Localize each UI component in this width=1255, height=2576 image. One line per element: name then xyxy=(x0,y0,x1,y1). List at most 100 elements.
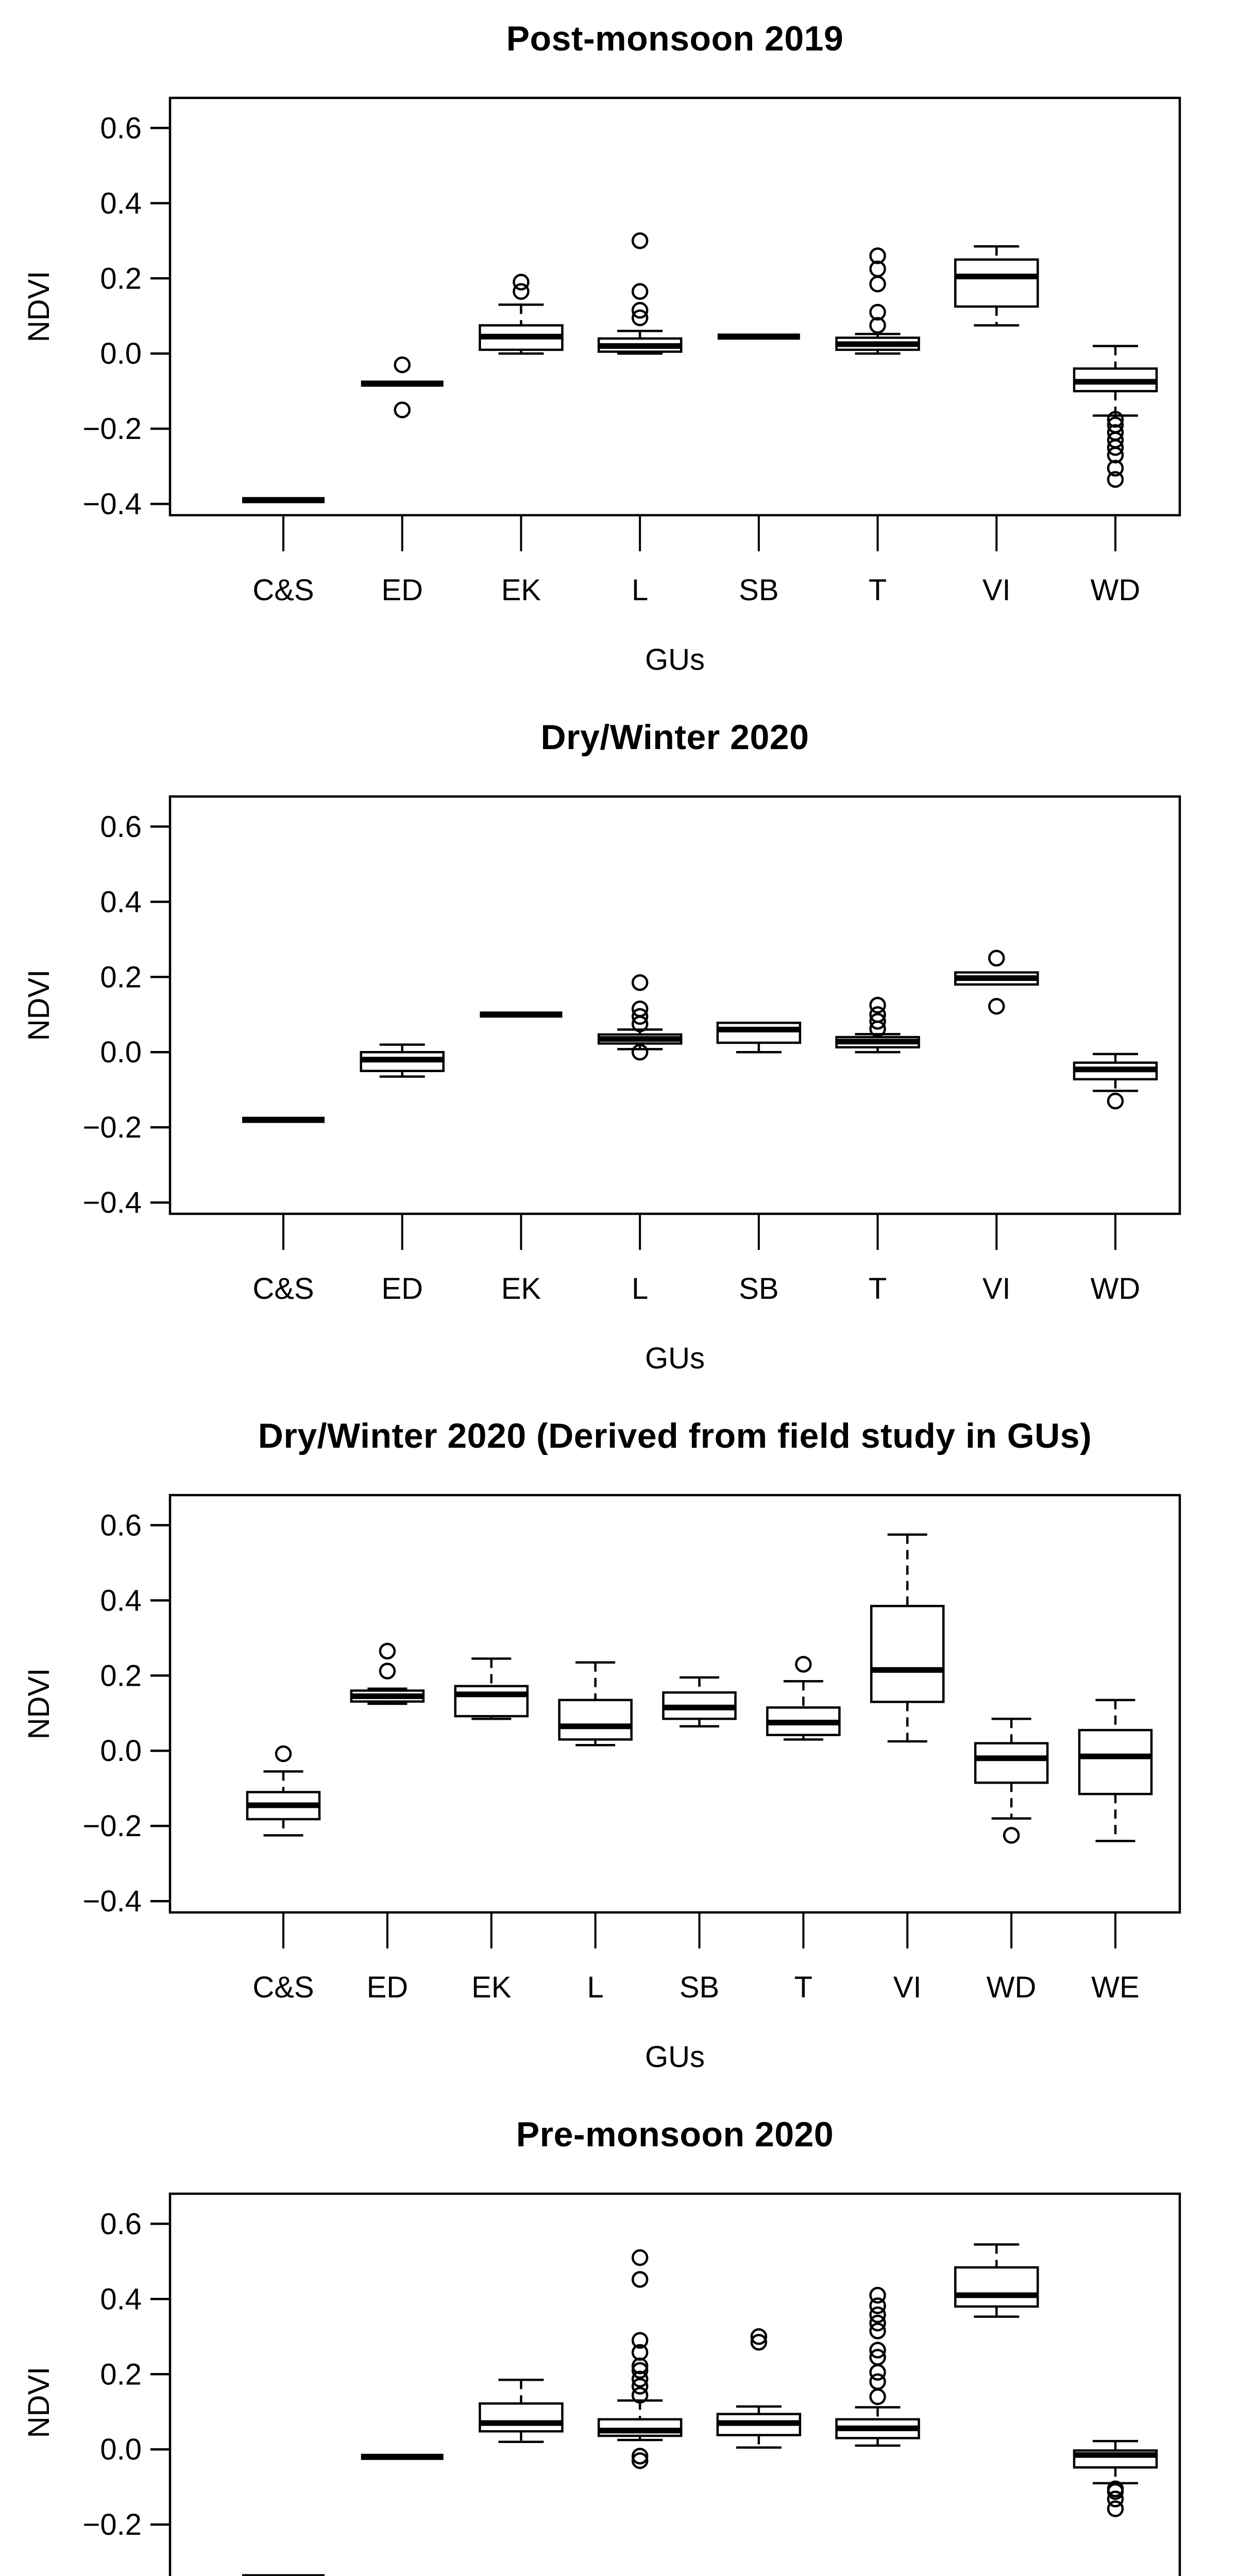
box-l xyxy=(597,974,683,1061)
outlier-point xyxy=(631,1043,649,1061)
panel-post-monsoon-2019: Post-monsoon 2019 0.6 0.4 0.2 0.0 −0.2 −0.4 ND… xyxy=(0,0,1255,699)
outlier-point xyxy=(1107,439,1124,456)
box-wd xyxy=(1073,345,1158,488)
x-axis-label: GUs xyxy=(645,2040,705,2074)
y-axis-label: NDVI xyxy=(22,970,56,1041)
box-wd xyxy=(974,1717,1049,1844)
outlier-point xyxy=(869,2388,886,2405)
y-tick-label: 0.6 xyxy=(100,810,142,843)
outlier-point xyxy=(869,996,886,1014)
outlier-point xyxy=(275,1745,292,1762)
y-tick-label: −0.4 xyxy=(83,1885,142,1918)
x-tick-label: T xyxy=(869,573,887,607)
box-vi xyxy=(954,245,1039,327)
box-cs xyxy=(246,1745,321,1837)
box-ed xyxy=(350,1642,425,1705)
outlier-point xyxy=(631,1015,649,1032)
box-sb xyxy=(662,1676,737,1728)
x-tick-label: T xyxy=(869,1272,887,1306)
y-tick-label: 0.2 xyxy=(100,2358,142,2391)
outlier-point xyxy=(513,274,530,291)
y-tick-label: 0.4 xyxy=(100,885,142,919)
box-t xyxy=(835,2286,920,2447)
box-sb xyxy=(716,2328,802,2449)
x-tick-label: SB xyxy=(739,1272,778,1306)
outlier-point xyxy=(631,1008,649,1025)
outlier-point xyxy=(869,2306,886,2324)
outlier-point xyxy=(869,303,886,321)
outlier-point xyxy=(795,1656,812,1673)
x-tick-label: L xyxy=(587,1971,603,2004)
outlier-point xyxy=(1107,2500,1124,2517)
y-tick-label: 0.6 xyxy=(100,111,142,145)
plot-frame xyxy=(168,2192,1181,2576)
outlier-point xyxy=(513,283,530,300)
x-tick-label: SB xyxy=(739,573,778,607)
y-tick-label: −0.4 xyxy=(83,1186,142,1219)
panel-title-dry-winter-2020: Dry/Winter 2020 xyxy=(540,718,809,757)
x-tick-label: T xyxy=(794,1971,812,2004)
y-tick-label: 0.2 xyxy=(100,262,142,295)
x-tick-label: ED xyxy=(381,573,423,607)
y-axis-label: NDVI xyxy=(22,271,56,343)
y-tick-label: 0.4 xyxy=(100,2282,142,2316)
x-tick-label: L xyxy=(632,1272,648,1306)
outlier-point xyxy=(869,2286,886,2304)
panel-title-post-monsoon-2019: Post-monsoon 2019 xyxy=(506,19,844,58)
x-axis-label: GUs xyxy=(645,643,705,676)
box-vi xyxy=(954,2243,1039,2318)
box-ek xyxy=(479,2378,564,2443)
x-tick-label: EK xyxy=(501,573,541,607)
outlier-point xyxy=(631,232,649,249)
y-axis-label: NDVI xyxy=(22,2367,56,2438)
x-tick-label: WD xyxy=(1091,573,1141,607)
outlier-point xyxy=(1107,1092,1124,1110)
x-tick-label: VI xyxy=(982,1272,1011,1306)
y-tick-label: 0.2 xyxy=(100,960,142,994)
outlier-point xyxy=(869,2373,886,2391)
outlier-point xyxy=(631,2386,649,2404)
panel-title-pre-monsoon-2020: Pre-monsoon 2020 xyxy=(516,2115,834,2154)
y-tick-label: 0.0 xyxy=(100,1734,142,1768)
outlier-point xyxy=(1107,471,1124,488)
x-tick-label: ED xyxy=(381,1272,423,1306)
iqr-box xyxy=(479,2402,564,2433)
y-tick-label: 0.4 xyxy=(100,1584,142,1617)
boxplot-chart-pre-monsoon-2020: 0.60.40.20.0−0.2−0.4NDVIGUsC&SEDEKLSBTVI… xyxy=(22,2192,1181,2576)
outlier-point xyxy=(1003,1827,1020,1844)
outlier-point xyxy=(631,2357,649,2375)
x-tick-label: SB xyxy=(680,1971,719,2004)
iqr-box xyxy=(716,1022,802,1044)
boxplot-chart-dry-winter-2020: 0.6 0.4 0.2 0.0 −0.2 −0.4 NDVI GUs C&S ED EK L SB T VI… xyxy=(22,795,1181,1375)
outlier-point xyxy=(869,317,886,334)
outlier-point xyxy=(869,275,886,293)
outlier-point xyxy=(631,2362,649,2379)
box-sb xyxy=(716,1022,802,1054)
iqr-box xyxy=(454,1685,529,1718)
outlier-point xyxy=(869,1020,886,1038)
y-axis-label: NDVI xyxy=(22,1668,56,1740)
outlier-point xyxy=(631,974,649,991)
box-l xyxy=(597,232,683,355)
outlier-point xyxy=(1107,2490,1124,2507)
boxplot-chart-dry-winter-2020-field-study: 0.6 0.4 0.2 0.0 −0.2 −0.4 NDVI GUs C&S ED EK L SB T VI… xyxy=(22,1494,1181,2074)
iqr-box xyxy=(870,1605,945,1703)
outlier-point xyxy=(869,2297,886,2314)
panel-dry-winter-2020: Dry/Winter 2020 0.6 0.4 0.2 0.0 −0.2 −0.4 NDVI… xyxy=(0,699,1255,1397)
box-we xyxy=(1078,1699,1153,1842)
outlier-point xyxy=(631,2452,649,2469)
outlier-point xyxy=(379,1663,396,1680)
iqr-box xyxy=(1078,1728,1153,1795)
box-ed xyxy=(361,356,444,418)
outlier-point xyxy=(631,283,649,300)
x-tick-label: WE xyxy=(1091,1971,1139,2004)
box-wd xyxy=(1073,1053,1158,1110)
panel-title-dry-winter-2020-field-study: Dry/Winter 2020 (Derived from field stud… xyxy=(258,1416,1092,1455)
x-tick-label: WD xyxy=(1091,1272,1141,1306)
y-tick-label: 0.0 xyxy=(100,2433,142,2466)
plot-frame xyxy=(168,1494,1181,1914)
y-tick-label: −0.2 xyxy=(83,1809,142,1843)
box-ek xyxy=(479,274,564,355)
y-tick-label: −0.4 xyxy=(83,487,142,521)
